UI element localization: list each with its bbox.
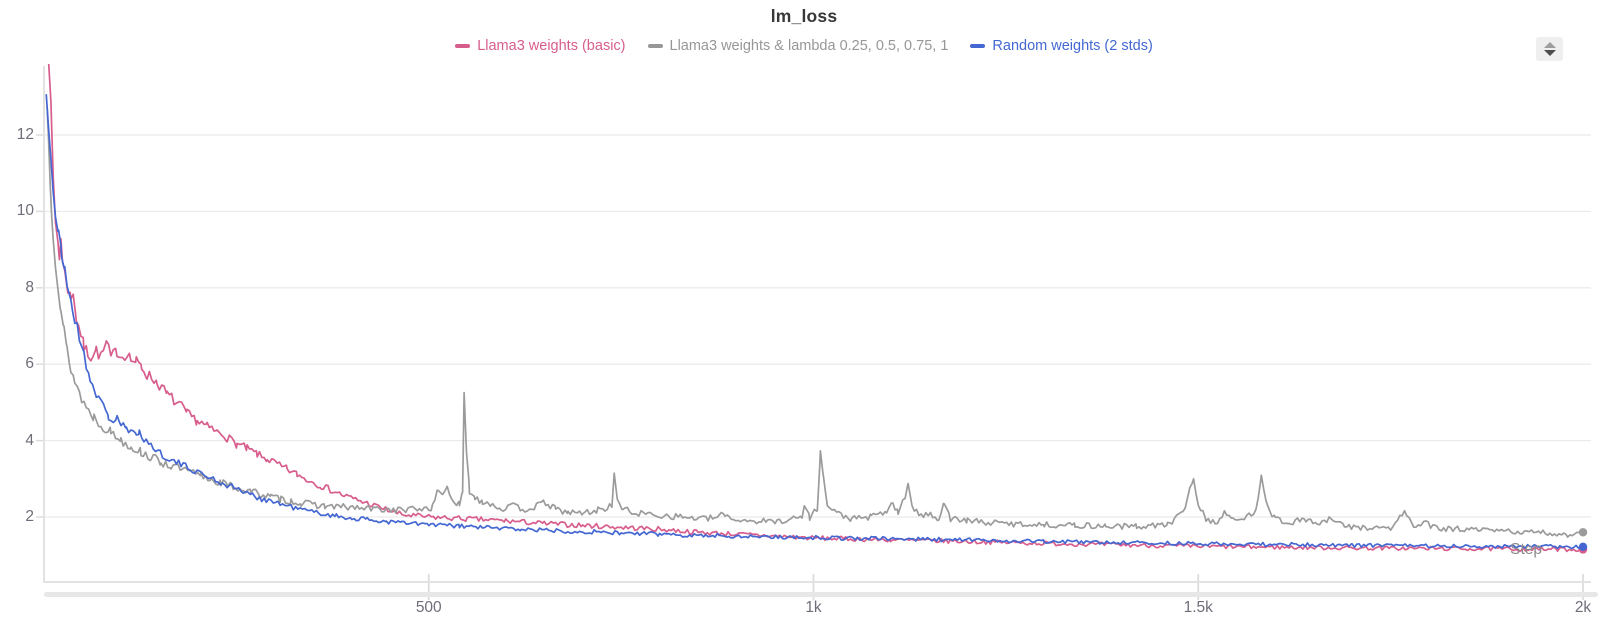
x-tick-label-1k: 1k: [805, 599, 822, 616]
x-range-slider[interactable]: [44, 592, 1598, 597]
series-line: [45, 94, 1584, 550]
legend-label-llama3-lambda: Llama3 weights & lambda 0.25, 0.5, 0.75,…: [669, 38, 949, 54]
panel-stepper-button[interactable]: [1536, 37, 1563, 61]
legend-item-llama3-lambda[interactable]: Llama3 weights & lambda 0.25, 0.5, 0.75,…: [647, 38, 949, 54]
legend-label-llama3-basic: Llama3 weights (basic): [477, 38, 626, 54]
x-tick-label-500: 500: [415, 599, 442, 616]
series-line: [46, 105, 1584, 538]
x-tick-label-1.5k: 1.5k: [1183, 599, 1213, 616]
series-end-dot: [1578, 528, 1588, 537]
y-tick-label-6: 6: [25, 355, 34, 373]
y-tick-label-2: 2: [25, 508, 34, 525]
arrow-up-icon: [1543, 42, 1556, 48]
y-tick-label-12: 12: [16, 126, 34, 143]
series-end-dot: [1578, 542, 1588, 551]
chart-title: lm_loss: [770, 6, 838, 26]
legend: Llama3 weights (basic) Llama3 weights & …: [0, 38, 1608, 54]
legend-item-llama3-basic[interactable]: Llama3 weights (basic): [455, 38, 626, 54]
legend-swatch-random-weights: [970, 44, 986, 48]
x-tick-label-2k: 2k: [1574, 599, 1592, 616]
arrow-down-icon: [1543, 50, 1556, 56]
y-tick-label-10: 10: [16, 202, 34, 220]
series-line: [47, 64, 1584, 553]
y-tick-label-8: 8: [25, 278, 34, 296]
legend-swatch-llama3-basic: [455, 44, 471, 48]
legend-swatch-llama3-lambda: [647, 44, 663, 48]
x-axis-title: Step: [1510, 541, 1542, 558]
legend-label-random-weights: Random weights (2 stds): [992, 38, 1153, 54]
legend-item-random-weights[interactable]: Random weights (2 stds): [970, 38, 1153, 54]
y-tick-label-4: 4: [25, 431, 34, 449]
